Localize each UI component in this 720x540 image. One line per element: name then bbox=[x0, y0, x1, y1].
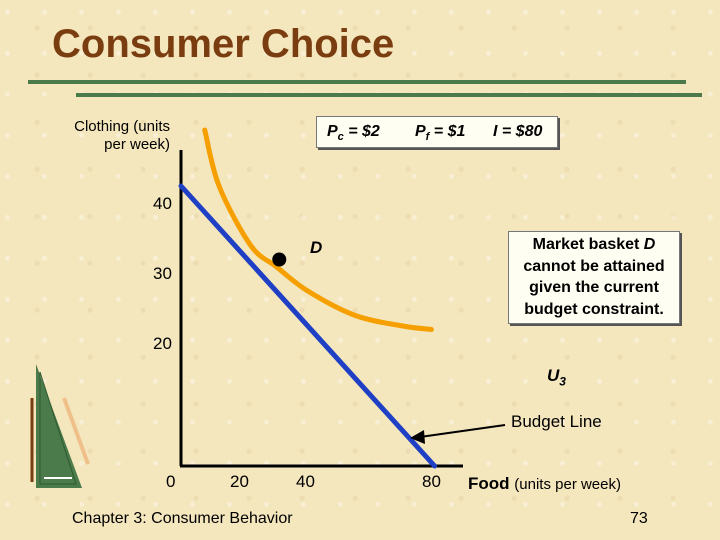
title-rule-top bbox=[28, 80, 686, 84]
price-clothing: Pc = $2 bbox=[327, 123, 380, 144]
x-tick-label: 40 bbox=[296, 472, 315, 491]
x-tick-label: 80 bbox=[422, 472, 441, 491]
y-tick-label: 30 bbox=[153, 264, 172, 283]
x-tick-label: 20 bbox=[230, 472, 249, 491]
annotation-line: cannot be attained bbox=[523, 257, 665, 275]
income: I = $80 bbox=[493, 123, 543, 140]
market-basket-d-point bbox=[272, 252, 287, 267]
y-tick-label: 40 bbox=[153, 194, 172, 213]
x-axis-label: Food (units per week) bbox=[468, 474, 621, 493]
budget-line-arrow bbox=[419, 424, 506, 438]
price-income-box: Pc = $2 Pf = $1 I = $80 bbox=[316, 116, 558, 148]
indifference-curve-u3 bbox=[202, 127, 434, 332]
y-tick-label: 20 bbox=[153, 334, 172, 353]
annotation-line: Market basket D bbox=[532, 236, 656, 253]
u3-label: U3 bbox=[547, 366, 566, 389]
annotation-line: given the current bbox=[529, 279, 659, 296]
triangle-ornament-outline bbox=[39, 371, 77, 485]
budget-line-arrowhead bbox=[410, 430, 425, 444]
slide-title: Consumer Choice bbox=[52, 22, 395, 66]
x-tick-label: 0 bbox=[166, 472, 176, 491]
title-rule-bottom bbox=[76, 93, 702, 97]
price-food: Pf = $1 bbox=[415, 123, 466, 144]
footer-chapter: Chapter 3: Consumer Behavior bbox=[72, 510, 293, 527]
annotation-line: budget constraint. bbox=[524, 300, 664, 318]
ornament-diagonal bbox=[62, 397, 90, 465]
page-number: 73 bbox=[630, 510, 648, 527]
annotation-box: Market basket D cannot be attained given… bbox=[508, 231, 680, 324]
point-d-label: D bbox=[310, 238, 323, 257]
budget-line-label: Budget Line bbox=[511, 412, 602, 431]
budget-line bbox=[178, 183, 438, 469]
y-axis-label: Clothing (units per week) bbox=[74, 118, 170, 153]
